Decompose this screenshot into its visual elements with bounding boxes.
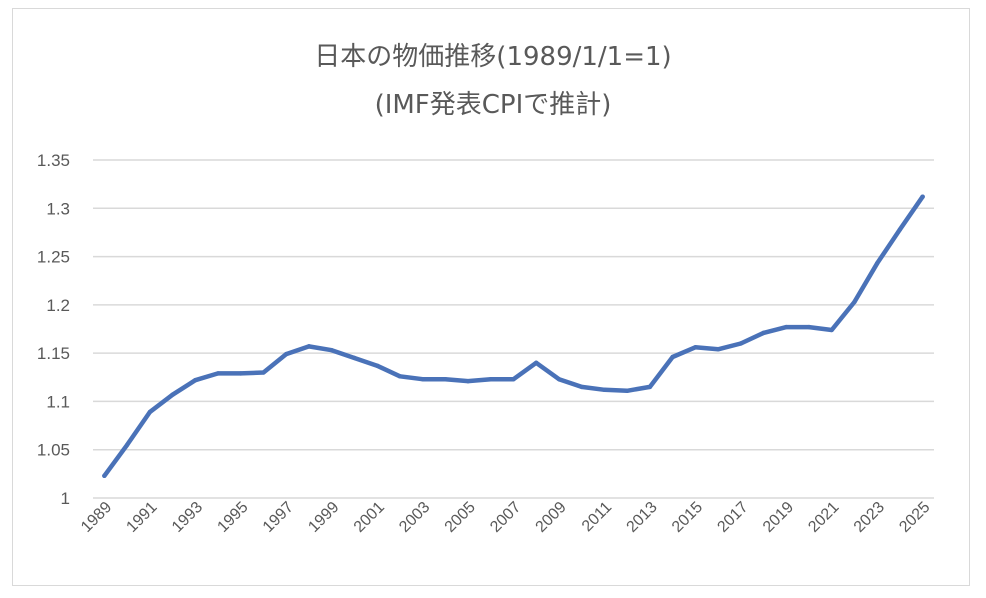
x-tick-label: 2003: [396, 499, 433, 536]
chart-title: 日本の物価推移(1989/1/1=1): [314, 42, 672, 72]
data-point: [420, 377, 425, 382]
data-point: [534, 360, 539, 365]
data-point: [556, 377, 562, 382]
data-point: [920, 194, 925, 199]
x-tick-label: 2023: [851, 499, 888, 536]
x-tick-label: 1993: [169, 499, 206, 536]
y-axis-ticks: 1 1.05 1.1 1.15 1.2 1.25 1.3 1.35: [37, 151, 70, 508]
data-point: [829, 327, 834, 333]
data-point: [806, 324, 812, 330]
data-point: [874, 261, 880, 266]
data-point: [215, 371, 221, 376]
chart-frame: [12, 8, 970, 586]
data-point: [852, 299, 857, 305]
x-tick-label: 2017: [714, 499, 751, 536]
chart-subtitle: (IMF発表CPIで推計): [374, 90, 612, 120]
series-line: [102, 194, 925, 479]
data-point: [761, 330, 766, 336]
x-tick-label: 2019: [760, 499, 797, 536]
x-tick-label: 2011: [579, 499, 615, 535]
data-point: [511, 377, 516, 382]
data-point: [193, 377, 198, 383]
data-point: [102, 473, 107, 478]
y-tick-label: 1.1: [46, 392, 70, 411]
x-tick-label: 2005: [442, 499, 479, 536]
y-tick-label: 1.25: [37, 248, 70, 267]
x-tick-label: 2009: [533, 499, 570, 536]
data-point: [488, 377, 493, 382]
x-tick-label: 1991: [123, 499, 160, 536]
x-tick-label: 1999: [305, 499, 342, 536]
x-tick-label: 2015: [669, 499, 706, 536]
x-tick-label: 2001: [351, 499, 388, 536]
x-tick-label: 2013: [624, 499, 661, 536]
x-tick-label: 1997: [260, 499, 297, 536]
data-point: [715, 347, 721, 352]
data-point: [670, 354, 675, 360]
data-point: [784, 324, 789, 330]
data-point: [397, 374, 403, 379]
y-tick-label: 1.3: [46, 199, 70, 218]
data-point: [124, 442, 130, 448]
data-point: [443, 377, 448, 382]
x-axis-ticks: 1989 1991 1993 1995 1997 1999 2001 2003 2005 2007…: [78, 499, 934, 536]
data-point: [352, 355, 357, 361]
data-point: [579, 384, 584, 390]
gridlines: [93, 159, 934, 499]
data-point: [374, 363, 380, 368]
data-point: [738, 341, 743, 346]
y-tick-label: 1.2: [46, 296, 70, 315]
data-point: [465, 378, 471, 384]
y-tick-label: 1.35: [37, 151, 70, 170]
data-point: [238, 371, 243, 376]
data-point: [693, 345, 698, 350]
data-point: [306, 344, 312, 349]
data-point: [624, 388, 630, 394]
x-tick-label: 2021: [805, 499, 842, 536]
x-tick-label: 2025: [896, 499, 933, 536]
data-point: [602, 387, 607, 393]
series-layer: [102, 194, 925, 479]
y-tick-label: 1.05: [37, 441, 70, 460]
x-tick-label: 2007: [487, 499, 524, 536]
data-point: [897, 227, 903, 232]
data-point: [170, 392, 175, 397]
y-tick-label: 1: [61, 489, 70, 508]
data-point: [147, 409, 153, 415]
data-point: [261, 370, 266, 375]
x-tick-label: 1995: [214, 499, 251, 536]
data-point: [329, 348, 334, 353]
data-point: [284, 351, 289, 357]
data-point: [647, 384, 653, 390]
x-tick-label: 1989: [78, 499, 115, 536]
y-tick-label: 1.15: [37, 344, 70, 363]
